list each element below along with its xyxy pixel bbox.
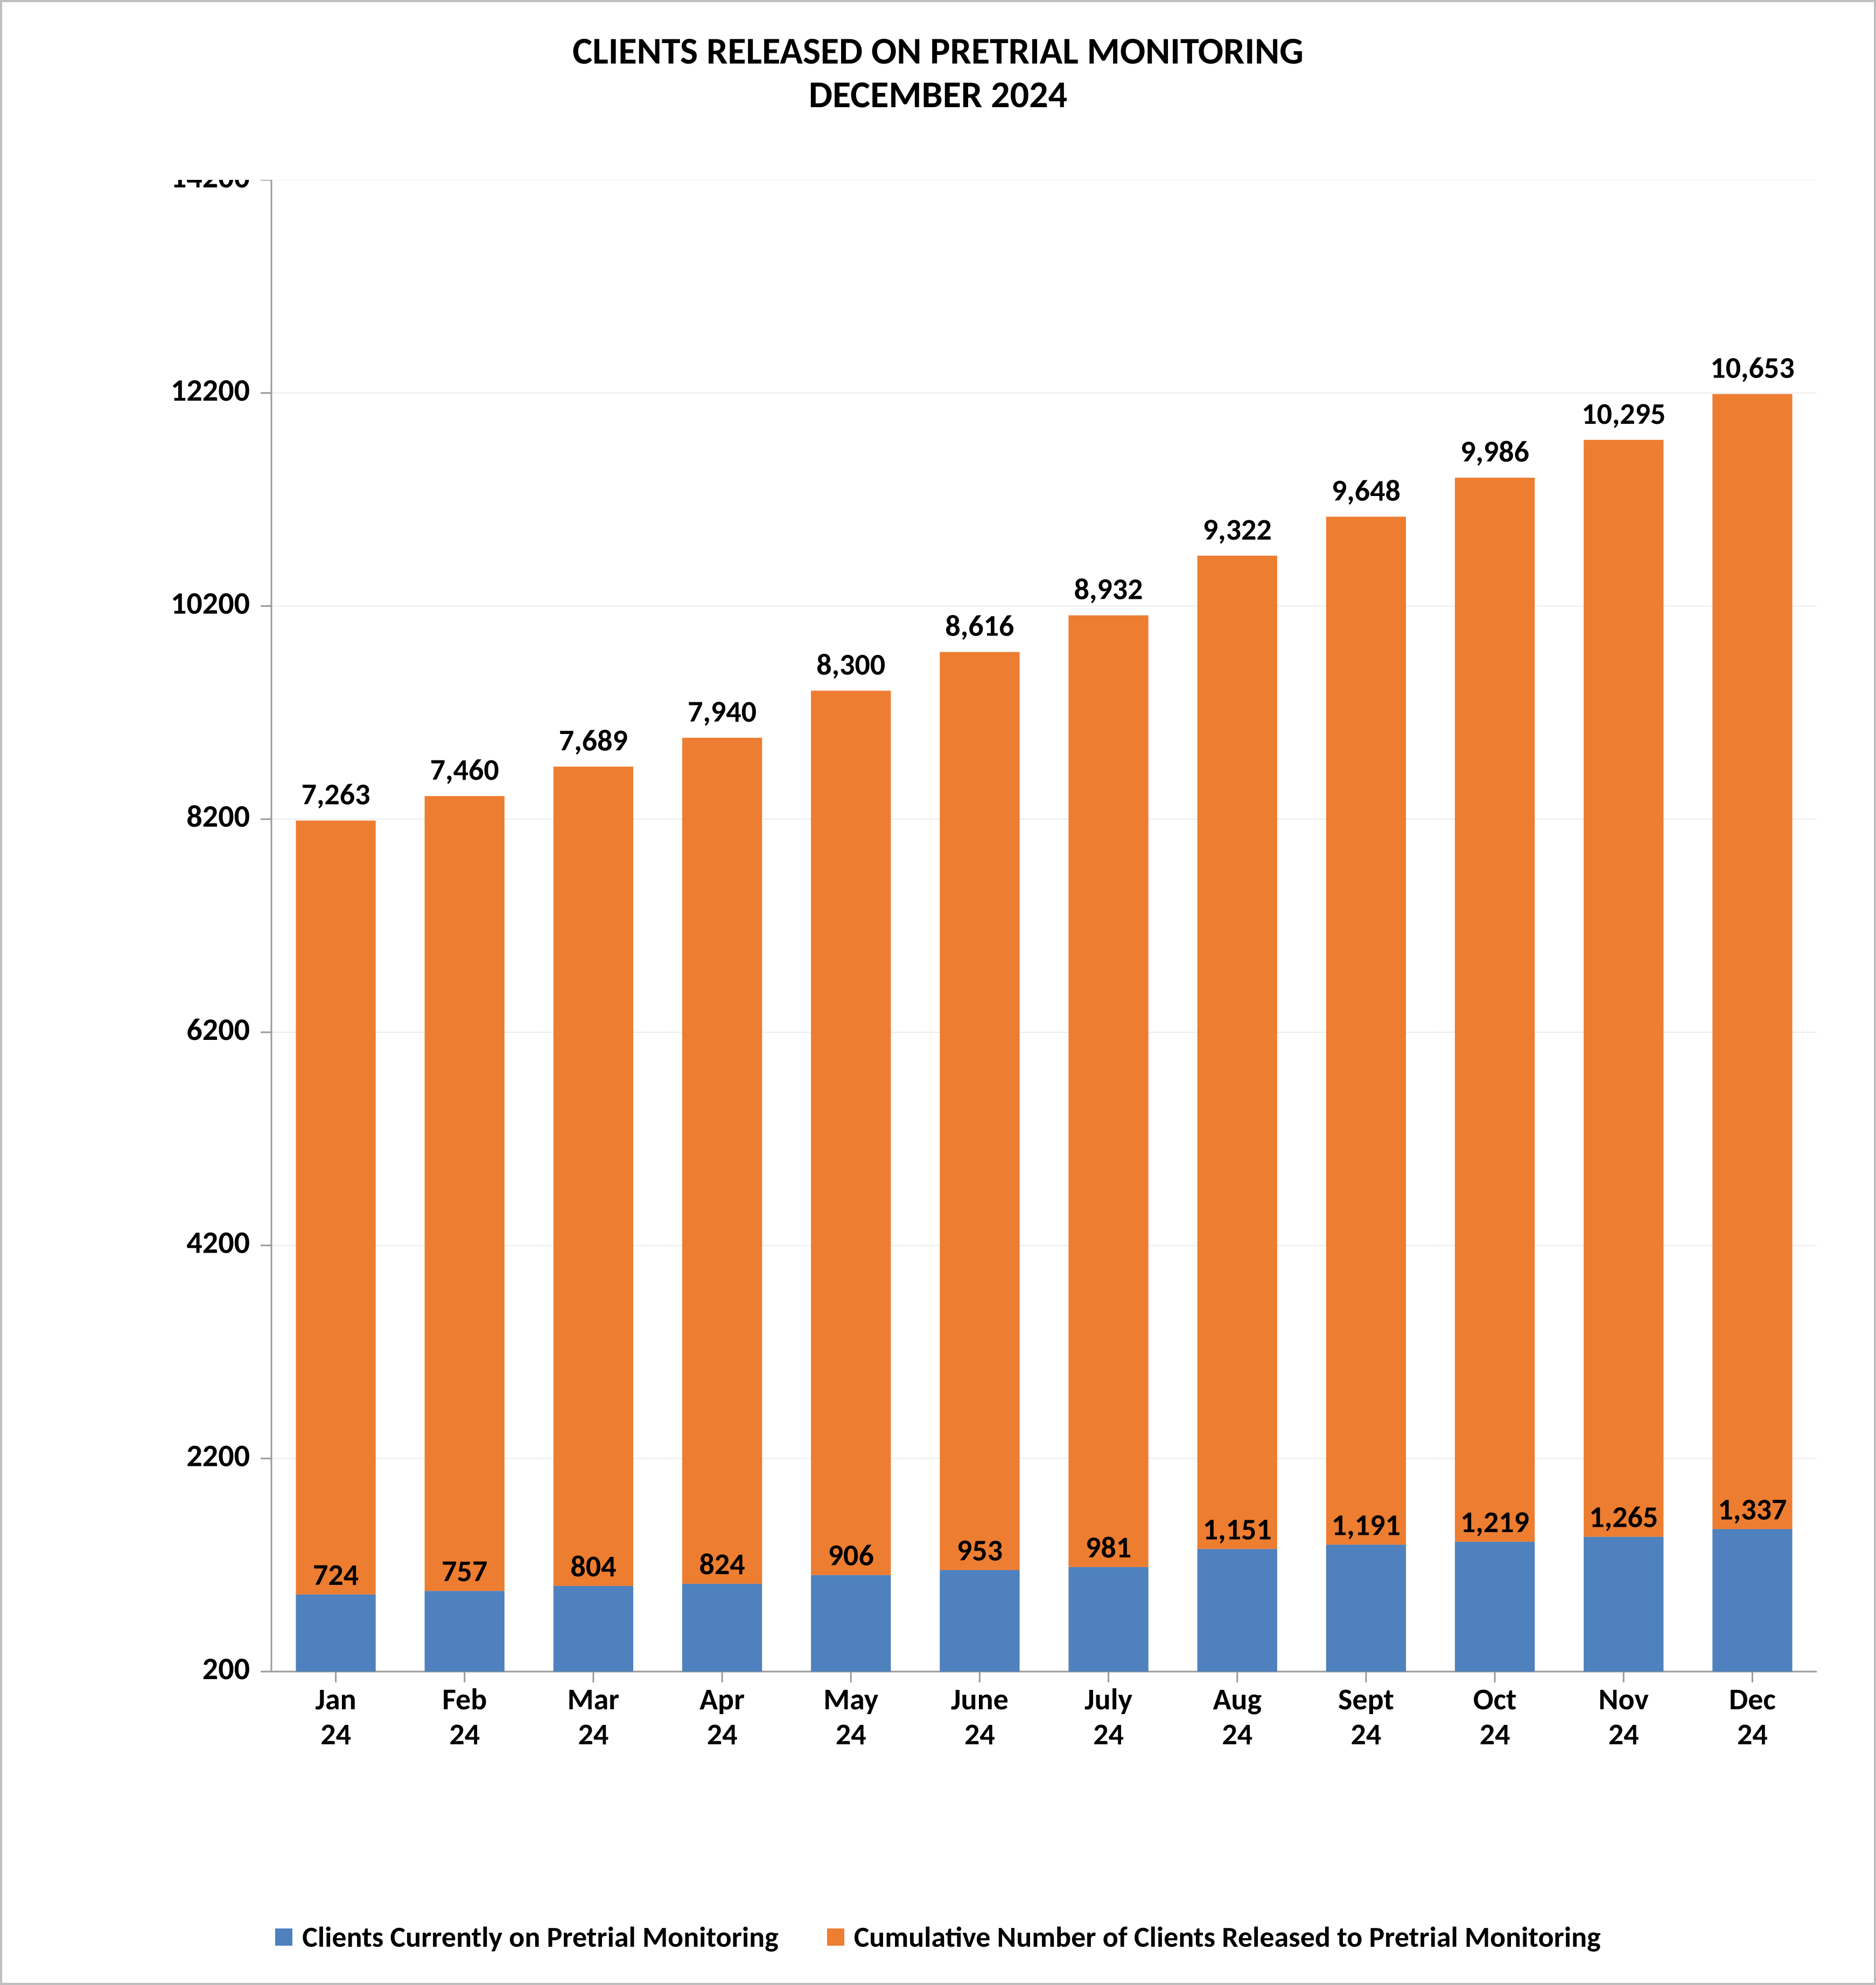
x-tick-label: July xyxy=(1084,1681,1132,1718)
bar-currently xyxy=(1584,1537,1663,1672)
bar-cumulative xyxy=(1198,556,1277,1549)
data-label-currently: 1,191 xyxy=(1332,1507,1401,1543)
bar-cumulative xyxy=(425,796,505,1591)
data-label-cumulative: 9,648 xyxy=(1332,472,1401,509)
bar-currently xyxy=(425,1591,505,1672)
data-label-cumulative: 8,616 xyxy=(945,608,1014,645)
chart-container: CLIENTS RELEASED ON PRETRIAL MONITORING … xyxy=(0,0,1876,1985)
x-tick-label: 24 xyxy=(449,1716,480,1753)
x-tick-label: 24 xyxy=(964,1716,995,1753)
data-label-cumulative: 8,300 xyxy=(816,647,885,683)
bar-currently xyxy=(1712,1529,1792,1672)
bar-currently xyxy=(811,1575,891,1672)
bar-cumulative xyxy=(682,738,762,1584)
y-tick-label: 4200 xyxy=(186,1224,250,1262)
bar-cumulative xyxy=(1455,478,1535,1542)
bar-currently xyxy=(1068,1567,1148,1672)
x-tick-label: Nov xyxy=(1599,1681,1649,1718)
y-tick-label: 6200 xyxy=(186,1010,250,1049)
x-tick-label: 24 xyxy=(1222,1716,1252,1753)
data-label-currently: 757 xyxy=(442,1553,487,1590)
bar-currently xyxy=(1455,1542,1535,1672)
data-label-currently: 824 xyxy=(699,1546,745,1583)
x-tick-label: 24 xyxy=(1480,1716,1510,1753)
bar-cumulative xyxy=(1326,516,1406,1544)
bar-currently xyxy=(1198,1549,1277,1672)
bar-currently xyxy=(682,1584,762,1672)
x-tick-label: Oct xyxy=(1473,1681,1517,1718)
data-label-currently: 1,219 xyxy=(1460,1504,1529,1541)
bar-currently xyxy=(296,1595,375,1672)
bar-currently xyxy=(1326,1544,1406,1672)
x-tick-label: 24 xyxy=(578,1716,609,1753)
chart-legend: Clients Currently on Pretrial Monitoring… xyxy=(2,1919,1874,1955)
x-tick-label: 24 xyxy=(707,1716,738,1753)
legend-label-currently: Clients Currently on Pretrial Monitoring xyxy=(302,1919,778,1955)
x-tick-label: 24 xyxy=(1351,1716,1382,1753)
legend-swatch-cumulative xyxy=(827,1928,844,1946)
x-tick-label: Aug xyxy=(1213,1681,1262,1718)
bar-cumulative xyxy=(1712,394,1792,1529)
x-tick-label: 24 xyxy=(1737,1716,1768,1753)
data-label-cumulative: 9,322 xyxy=(1203,512,1272,548)
data-label-currently: 981 xyxy=(1086,1529,1131,1566)
data-label-cumulative: 7,689 xyxy=(559,723,628,759)
data-label-currently: 1,151 xyxy=(1203,1511,1272,1548)
bar-cumulative xyxy=(554,767,633,1586)
x-tick-label: 24 xyxy=(1093,1716,1124,1753)
y-tick-label: 14200 xyxy=(171,180,250,196)
data-label-cumulative: 10,653 xyxy=(1710,350,1794,387)
legend-item-cumulative: Cumulative Number of Clients Released to… xyxy=(827,1919,1601,1955)
chart-svg: 2002200420062008200102001220014200Jan247… xyxy=(131,180,1817,1806)
bar-currently xyxy=(940,1570,1019,1672)
x-tick-label: Mar xyxy=(568,1681,620,1718)
bar-cumulative xyxy=(1068,616,1148,1567)
legend-item-currently: Clients Currently on Pretrial Monitoring xyxy=(275,1919,778,1955)
data-label-currently: 804 xyxy=(570,1548,616,1585)
x-tick-label: 24 xyxy=(320,1716,351,1753)
x-tick-label: 24 xyxy=(1608,1716,1639,1753)
data-label-cumulative: 7,263 xyxy=(302,777,370,813)
data-label-currently: 1,337 xyxy=(1718,1491,1787,1528)
y-tick-label: 10200 xyxy=(171,584,250,622)
bar-cumulative xyxy=(296,821,375,1595)
x-tick-label: Sept xyxy=(1338,1681,1394,1718)
data-label-currently: 724 xyxy=(313,1557,359,1593)
legend-swatch-currently xyxy=(275,1928,292,1946)
x-tick-label: June xyxy=(951,1681,1009,1718)
data-label-currently: 953 xyxy=(957,1532,1003,1569)
bar-cumulative xyxy=(1584,440,1663,1537)
x-tick-label: Jan xyxy=(315,1681,356,1718)
x-tick-label: Apr xyxy=(699,1681,745,1718)
data-label-cumulative: 7,460 xyxy=(430,752,499,788)
data-label-cumulative: 10,295 xyxy=(1581,396,1665,432)
x-tick-label: May xyxy=(823,1681,879,1718)
data-label-cumulative: 9,986 xyxy=(1460,434,1529,470)
y-tick-label: 2200 xyxy=(186,1436,250,1474)
chart-title: CLIENTS RELEASED ON PRETRIAL MONITORING … xyxy=(2,29,1874,116)
bar-cumulative xyxy=(940,652,1019,1570)
data-label-cumulative: 7,940 xyxy=(688,694,757,730)
bar-currently xyxy=(554,1586,633,1672)
data-label-cumulative: 8,932 xyxy=(1074,571,1143,608)
chart-plot-area: 2002200420062008200102001220014200Jan247… xyxy=(271,180,1817,1833)
bar-cumulative xyxy=(811,691,891,1575)
y-tick-label: 200 xyxy=(202,1649,250,1688)
x-tick-label: Dec xyxy=(1729,1681,1776,1718)
x-tick-label: 24 xyxy=(836,1716,866,1753)
data-label-currently: 1,265 xyxy=(1589,1499,1658,1536)
x-tick-label: Feb xyxy=(442,1681,487,1718)
legend-label-cumulative: Cumulative Number of Clients Released to… xyxy=(854,1919,1601,1955)
y-tick-label: 8200 xyxy=(186,797,250,835)
data-label-currently: 906 xyxy=(828,1537,874,1574)
y-tick-label: 12200 xyxy=(171,371,250,409)
